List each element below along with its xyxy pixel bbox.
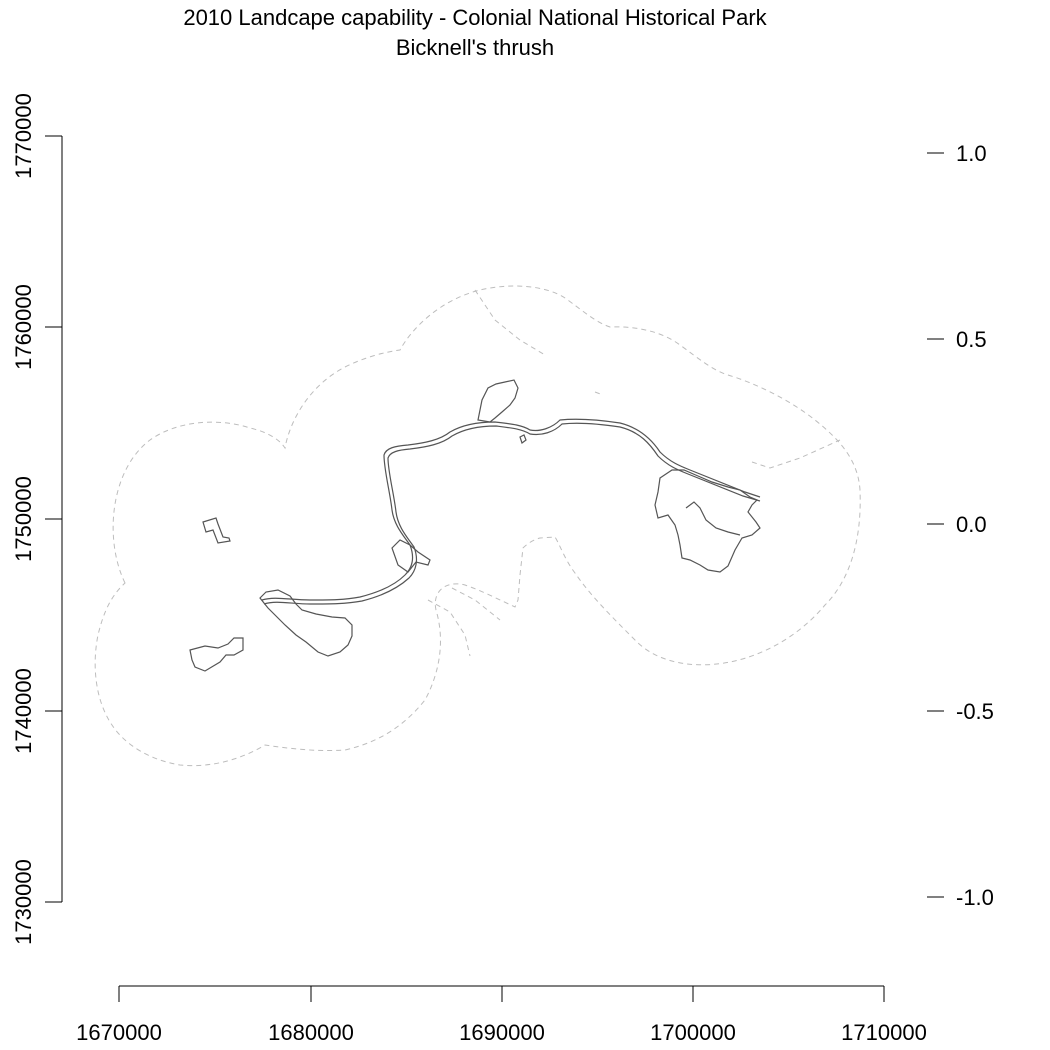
park-parcel-yorktown-inner <box>685 501 741 536</box>
x-tick-label: 1710000 <box>841 1020 927 1045</box>
park-parcel <box>519 434 527 444</box>
y-tick-label: 1730000 <box>11 859 36 945</box>
y-tick-label: 1750000 <box>11 476 36 562</box>
park-parcel <box>202 517 231 544</box>
buffer-inner-line <box>451 587 501 621</box>
buffer-inner-line <box>427 599 471 657</box>
map-title: 2010 Landcape capability - Colonial Nati… <box>183 5 767 30</box>
legend-tick-label: 0.5 <box>956 327 987 352</box>
x-tick-label: 1700000 <box>650 1020 736 1045</box>
buffer-inner-line <box>751 439 841 469</box>
park-parcel-yorktown <box>654 469 761 573</box>
y-tick-label: 1760000 <box>11 284 36 370</box>
legend-tick-label: -0.5 <box>956 699 994 724</box>
park-parcel <box>189 637 244 672</box>
park-parcel <box>477 379 519 423</box>
y-axis: 1730000 1740000 1750000 1760000 1770000 <box>11 93 63 945</box>
park-parcel <box>391 539 431 573</box>
y-tick-label: 1740000 <box>11 668 36 754</box>
y-tick-label: 1770000 <box>11 93 36 179</box>
legend-tick-label: 0.0 <box>956 512 987 537</box>
buffer-boundary <box>94 285 861 767</box>
colonial-parkway <box>263 422 761 605</box>
legend-scale: 1.0 0.5 0.0 -0.5 -1.0 <box>927 141 994 910</box>
legend-tick-label: -1.0 <box>956 885 994 910</box>
park-boundaries <box>189 379 761 672</box>
x-tick-label: 1690000 <box>459 1020 545 1045</box>
buffer-outline <box>94 285 861 767</box>
colonial-parkway <box>261 418 761 601</box>
buffer-inner-line <box>474 289 546 356</box>
map-subtitle: Bicknell's thrush <box>395 35 555 60</box>
buffer-inner-line <box>594 391 604 396</box>
x-axis: 1670000 1680000 1690000 1700000 1710000 <box>76 985 927 1045</box>
x-tick-label: 1670000 <box>76 1020 162 1045</box>
x-tick-label: 1680000 <box>268 1020 354 1045</box>
legend-tick-label: 1.0 <box>956 141 987 166</box>
